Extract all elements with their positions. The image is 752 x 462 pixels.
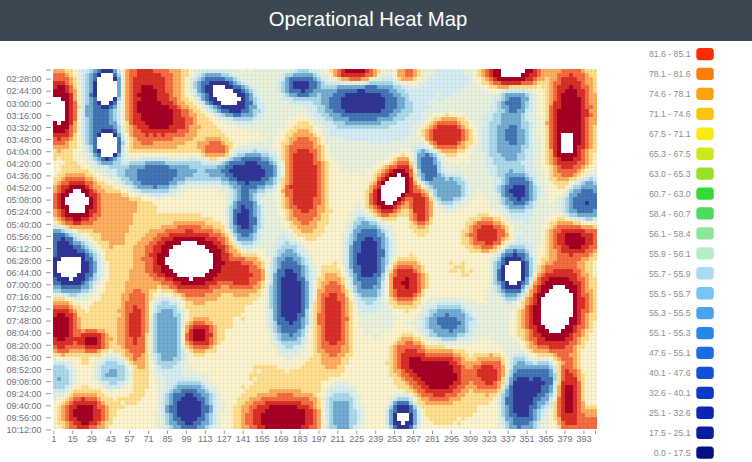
svg-text:29: 29 [87,434,97,444]
svg-text:05:40:00: 05:40:00 [6,220,41,230]
svg-text:55.9 - 56.1: 55.9 - 56.1 [649,249,691,259]
svg-text:60.7 - 63.0: 60.7 - 63.0 [649,189,691,199]
svg-text:55.5 - 55.7: 55.5 - 55.7 [649,289,691,299]
svg-text:155: 155 [255,434,270,444]
svg-text:02:44:00: 02:44:00 [6,86,41,96]
svg-text:379: 379 [557,434,572,444]
svg-text:323: 323 [482,434,497,444]
svg-text:02:28:00: 02:28:00 [6,74,41,84]
svg-text:07:00:00: 07:00:00 [6,280,41,290]
svg-text:57: 57 [125,434,135,444]
svg-text:07:32:00: 07:32:00 [6,304,41,314]
svg-text:25.1 - 32.6: 25.1 - 32.6 [649,408,691,418]
svg-text:295: 295 [444,434,459,444]
svg-text:03:32:00: 03:32:00 [6,123,41,133]
svg-text:183: 183 [292,434,307,444]
svg-text:08:36:00: 08:36:00 [6,353,41,363]
svg-text:211: 211 [331,434,345,444]
svg-text:337: 337 [501,434,516,444]
svg-text:113: 113 [198,434,212,444]
svg-text:55.3 - 55.5: 55.3 - 55.5 [649,308,691,318]
svg-text:127: 127 [217,434,232,444]
svg-text:09:08:00: 09:08:00 [6,377,41,387]
svg-text:05:08:00: 05:08:00 [6,195,41,205]
svg-text:55.1 - 55.3: 55.1 - 55.3 [649,328,691,338]
svg-text:1: 1 [51,434,56,444]
svg-text:55.7 - 55.9: 55.7 - 55.9 [649,269,691,279]
svg-text:17.5 - 25.1: 17.5 - 25.1 [649,428,691,438]
svg-text:71.1 - 74.6: 71.1 - 74.6 [649,109,691,119]
svg-text:351: 351 [520,434,535,444]
svg-text:74.6 - 78.1: 74.6 - 78.1 [649,89,691,99]
svg-text:197: 197 [311,434,326,444]
svg-text:07:48:00: 07:48:00 [6,316,41,326]
svg-text:09:24:00: 09:24:00 [6,389,41,399]
svg-text:63.0 - 65.3: 63.0 - 65.3 [649,169,691,179]
svg-text:0.0 - 17.5: 0.0 - 17.5 [654,448,691,458]
svg-text:03:16:00: 03:16:00 [6,111,41,121]
svg-text:06:44:00: 06:44:00 [6,268,41,278]
svg-text:05:24:00: 05:24:00 [6,207,41,217]
svg-text:78.1 - 81.6: 78.1 - 81.6 [649,69,691,79]
svg-text:04:52:00: 04:52:00 [6,183,41,193]
svg-text:09:56:00: 09:56:00 [6,413,41,423]
svg-text:239: 239 [368,434,383,444]
svg-text:169: 169 [274,434,289,444]
svg-text:225: 225 [349,434,364,444]
svg-text:81.6 - 85.1: 81.6 - 85.1 [649,49,691,59]
svg-text:309: 309 [463,434,478,444]
svg-text:141: 141 [236,434,251,444]
svg-text:56.1 - 58.4: 56.1 - 58.4 [649,229,691,239]
svg-text:04:20:00: 04:20:00 [6,159,41,169]
svg-text:71: 71 [144,434,154,444]
svg-text:32.6 - 40.1: 32.6 - 40.1 [649,388,691,398]
svg-text:10:12:00: 10:12:00 [6,425,41,435]
svg-text:03:48:00: 03:48:00 [6,135,41,145]
svg-text:393: 393 [576,434,591,444]
svg-text:08:20:00: 08:20:00 [6,341,41,351]
svg-text:15: 15 [68,434,78,444]
svg-text:04:36:00: 04:36:00 [6,171,41,181]
svg-text:253: 253 [387,434,402,444]
svg-text:99: 99 [181,434,191,444]
svg-text:08:52:00: 08:52:00 [6,365,41,375]
svg-text:40.1 - 47.6: 40.1 - 47.6 [649,368,691,378]
svg-text:281: 281 [425,434,440,444]
svg-text:06:12:00: 06:12:00 [6,244,41,254]
svg-text:58.4 - 60.7: 58.4 - 60.7 [649,209,691,219]
svg-text:03:00:00: 03:00:00 [6,99,41,109]
svg-text:05:56:00: 05:56:00 [6,232,41,242]
svg-text:47.6 - 55.1: 47.6 - 55.1 [649,348,691,358]
svg-text:85: 85 [162,434,172,444]
svg-text:365: 365 [539,434,554,444]
svg-text:08:04:00: 08:04:00 [6,328,41,338]
svg-text:06:28:00: 06:28:00 [6,256,41,266]
svg-text:07:16:00: 07:16:00 [6,292,41,302]
svg-text:43: 43 [106,434,116,444]
svg-text:65.3 - 67.5: 65.3 - 67.5 [649,149,691,159]
svg-text:09:40:00: 09:40:00 [6,401,41,411]
svg-text:67.5 - 71.1: 67.5 - 71.1 [649,129,691,139]
svg-text:267: 267 [406,434,421,444]
svg-text:04:04:00: 04:04:00 [6,147,41,157]
